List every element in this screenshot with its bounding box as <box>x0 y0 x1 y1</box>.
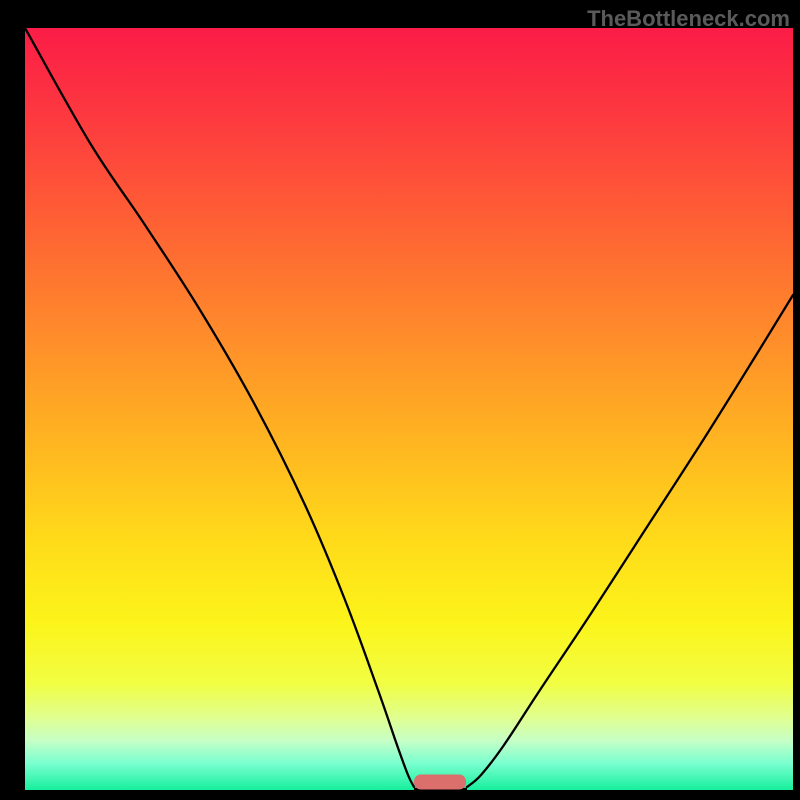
watermark-text: TheBottleneck.com <box>587 6 790 32</box>
plot-area <box>25 28 793 790</box>
bottleneck-chart: TheBottleneck.com <box>0 0 800 800</box>
optimal-range-marker <box>25 28 793 790</box>
